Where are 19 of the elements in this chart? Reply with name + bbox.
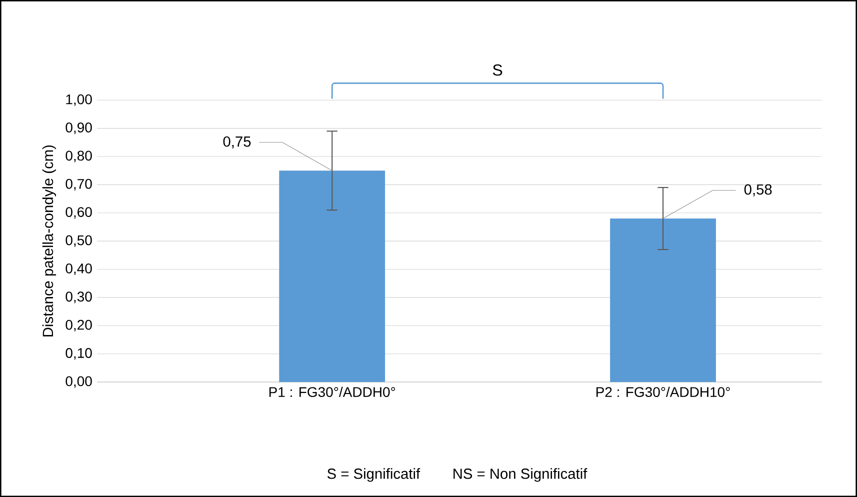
y-tick-label: 0,00 <box>66 376 92 388</box>
x-tick-label: P1 : FG30°/ADDH0° <box>269 386 396 397</box>
y-tick-label: 0,40 <box>66 263 92 275</box>
y-axis-title: Distance patella-condyle (cm) <box>42 145 56 336</box>
y-tick-label: 0,50 <box>66 235 92 247</box>
text: NS = Non Significatif <box>454 468 588 482</box>
y-tick-label: 0,60 <box>66 207 92 219</box>
text: S = Significatif <box>327 468 420 482</box>
x-tick-label: P2 : FG30°/ADDH10° <box>596 386 730 397</box>
y-tick-label: 0,20 <box>66 320 92 332</box>
text: S <box>492 64 502 76</box>
y-tick-label: 0,80 <box>66 150 92 162</box>
y-tick-label: 0,90 <box>66 122 92 134</box>
y-tick-label: 0,10 <box>66 348 92 360</box>
y-tick-label: 0,30 <box>66 292 92 304</box>
data-label: 0,75 <box>223 136 251 148</box>
data-label: 0,58 <box>744 184 772 196</box>
y-tick-label: 1,00 <box>66 94 92 106</box>
y-tick-label: 0,70 <box>66 178 92 190</box>
